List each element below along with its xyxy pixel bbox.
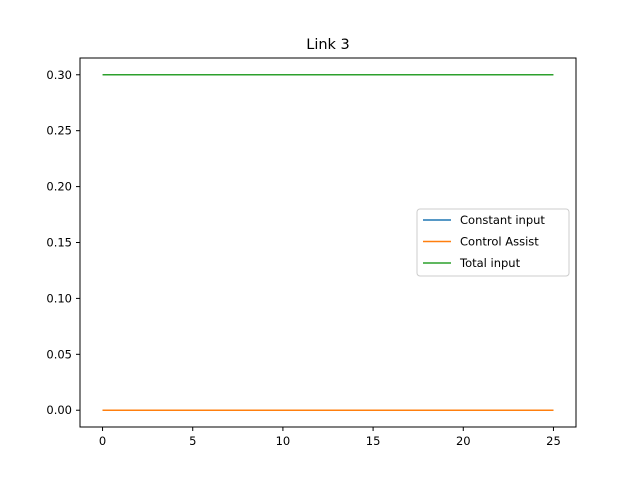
y-tick-label: 0.25	[46, 124, 72, 138]
x-tick-label: 25	[546, 434, 561, 448]
chart-title: Link 3	[306, 37, 350, 53]
x-tick-label: 20	[456, 434, 471, 448]
x-tick-label: 5	[189, 434, 196, 448]
y-tick-label: 0.30	[46, 68, 72, 82]
x-tick-label: 10	[276, 434, 291, 448]
y-axis: 0.00 0.05 0.10 0.15 0.20 0.25 0.30	[46, 68, 80, 417]
y-tick-label: 0.10	[46, 291, 72, 305]
y-tick-label: 0.20	[46, 180, 72, 194]
y-tick-label: 0.05	[46, 347, 72, 361]
x-axis: 0 5 10 15 20 25	[99, 427, 561, 448]
x-tick-label: 0	[99, 434, 106, 448]
legend: Constant input Control Assist Total input	[416, 208, 570, 277]
y-tick-label: 0.15	[46, 236, 72, 250]
legend-label-control-assist: Control Assist	[460, 235, 539, 249]
legend-label-constant-input: Constant input	[460, 213, 545, 227]
series-layer	[102, 74, 554, 411]
y-tick-label: 0.00	[46, 403, 72, 417]
legend-label-total-input: Total input	[459, 256, 521, 270]
x-tick-label: 15	[366, 434, 381, 448]
legend-box	[416, 208, 570, 277]
